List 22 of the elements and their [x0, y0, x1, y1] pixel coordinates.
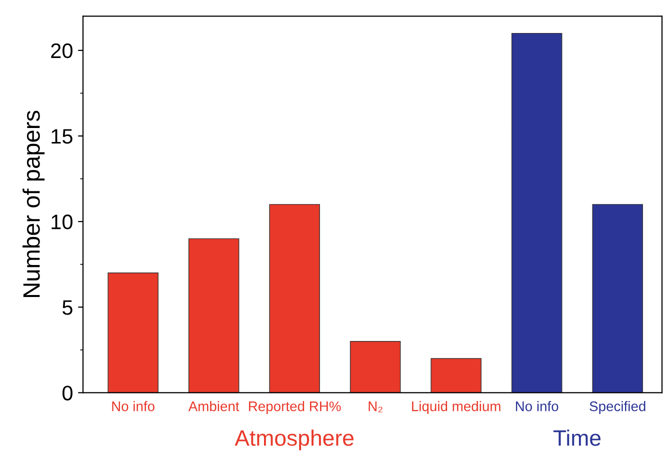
y-tick-label: 20 — [51, 43, 72, 58]
bar — [188, 238, 240, 393]
y-tick-label: 15 — [52, 129, 72, 144]
x-tick-label: Liquid medium — [412, 401, 500, 414]
bar — [350, 341, 401, 393]
y-tick-label: 5 — [62, 300, 72, 315]
bar — [108, 272, 158, 393]
x-tick-label: No info — [112, 401, 154, 412]
y-tick-label: 10 — [52, 214, 72, 230]
text: Time — [553, 430, 601, 446]
text: Atmosphere — [234, 430, 354, 450]
y-tick-label: 0 — [62, 386, 72, 400]
x-tick-label: N₂ — [368, 402, 382, 412]
x-tick-label: Specified — [590, 401, 646, 414]
bar — [511, 32, 562, 393]
y-axis-title: Number of papers — [22, 110, 45, 297]
x-tick-label: No info — [516, 401, 558, 412]
bar — [430, 358, 482, 393]
x-tick-label: Reported RH% — [249, 401, 341, 414]
x-tick-label: Ambient — [188, 401, 240, 412]
bar — [592, 204, 643, 393]
bar — [269, 204, 320, 393]
